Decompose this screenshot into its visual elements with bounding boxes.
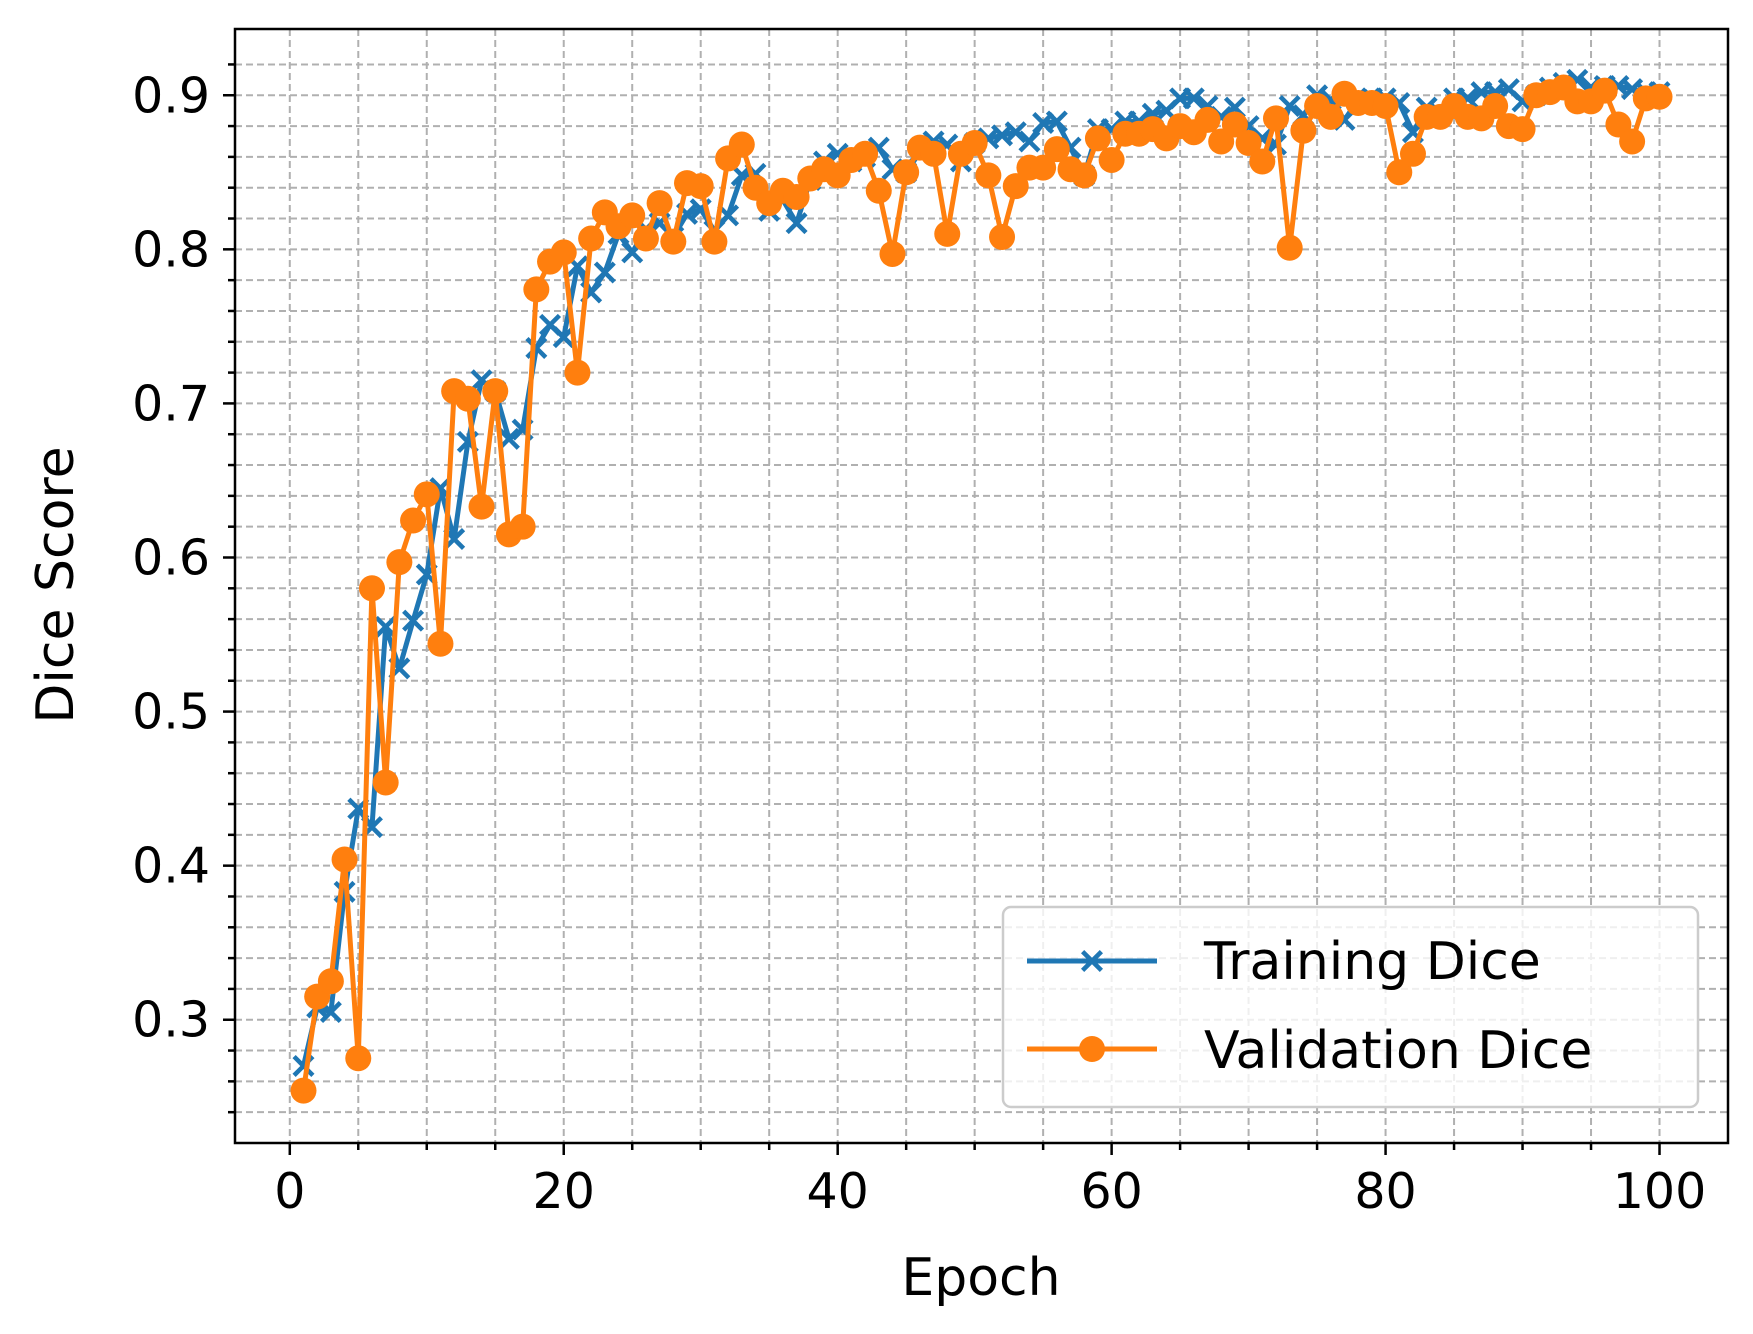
- data-point: [660, 228, 687, 255]
- data-point: [290, 1077, 317, 1104]
- data-point: [920, 140, 947, 167]
- data-point: [1591, 77, 1618, 104]
- data-point: [1071, 162, 1098, 189]
- y-tick-label: 0.3: [132, 992, 210, 1049]
- data-point: [961, 130, 988, 157]
- data-point: [374, 615, 397, 638]
- plot-frame: [233, 27, 1730, 1145]
- data-point: [1221, 111, 1248, 138]
- data-point: [1386, 159, 1413, 186]
- data-point: [358, 575, 385, 602]
- data-point: [1098, 146, 1125, 173]
- data-point: [1084, 125, 1111, 152]
- x-tick-label: 20: [533, 1163, 595, 1220]
- data-point: [1182, 87, 1205, 110]
- x-tick-label: 60: [1080, 1163, 1142, 1220]
- y-tick-label: 0.5: [132, 684, 210, 741]
- data-point: [1482, 93, 1509, 120]
- series-layer: [290, 68, 1673, 1104]
- data-point: [1399, 140, 1426, 167]
- y-tick-label: 0.9: [132, 67, 210, 124]
- y-tick-label: 0.4: [132, 838, 210, 895]
- series-validation-dice: [290, 74, 1673, 1104]
- data-point: [1018, 130, 1041, 153]
- data-point: [468, 493, 495, 520]
- data-point: [1646, 83, 1673, 110]
- data-point: [865, 177, 892, 204]
- data-point: [317, 968, 344, 995]
- legend: Training Dice Validation Dice: [1001, 905, 1700, 1109]
- data-point: [509, 513, 536, 540]
- y-tick-label: 0.8: [132, 221, 210, 278]
- data-point: [1194, 106, 1221, 133]
- data-point: [934, 220, 961, 247]
- data-point: [552, 326, 575, 349]
- data-point: [1030, 154, 1057, 181]
- data-point: [632, 225, 659, 252]
- y-tick-label: 0.6: [132, 529, 210, 586]
- x-tick-label: 40: [806, 1163, 868, 1220]
- legend-label-training: Training Dice: [1203, 932, 1541, 992]
- y-axis-label: Dice Score: [26, 446, 86, 723]
- data-point: [550, 239, 577, 266]
- data-point: [523, 276, 550, 303]
- data-point: [372, 769, 399, 796]
- data-point: [1249, 148, 1276, 175]
- data-point: [413, 481, 440, 508]
- y-tick-label: 0.7: [132, 375, 210, 432]
- data-point: [783, 183, 810, 210]
- data-point: [1235, 130, 1262, 157]
- data-point: [331, 846, 358, 873]
- data-point: [564, 359, 591, 386]
- data-point: [578, 225, 605, 252]
- data-point: [497, 427, 520, 450]
- x-tick-label: 80: [1354, 1163, 1416, 1220]
- data-point: [400, 507, 427, 534]
- legend-box: [1001, 905, 1700, 1109]
- data-point: [879, 240, 906, 267]
- data-point: [1276, 234, 1303, 261]
- data-point: [1002, 173, 1029, 200]
- legend-marker-validation: [1079, 1036, 1105, 1062]
- data-point: [593, 261, 616, 284]
- data-point: [345, 1045, 372, 1072]
- data-point: [386, 549, 413, 576]
- data-point: [1262, 105, 1289, 132]
- data-point: [893, 159, 920, 186]
- data-point: [1045, 110, 1068, 133]
- data-point: [646, 190, 673, 217]
- data-point: [989, 224, 1016, 251]
- data-point: [619, 202, 646, 229]
- legend-marker-training: [1081, 950, 1103, 972]
- data-point: [402, 609, 425, 632]
- data-point: [1317, 103, 1344, 130]
- data-point: [717, 204, 740, 227]
- data-point: [1290, 117, 1317, 144]
- x-axis-label: Epoch: [901, 1248, 1060, 1308]
- data-point: [975, 162, 1002, 189]
- data-point: [454, 385, 481, 412]
- data-point: [1004, 121, 1027, 144]
- x-tick-label: 100: [1613, 1163, 1707, 1220]
- data-point: [482, 378, 509, 405]
- data-point: [1619, 128, 1646, 155]
- axis-ticks: 0 20 40 60 80 100 0.3 0.4 0.5 0.6 0.7 0.8 0.9: [132, 63, 1707, 1220]
- data-point: [687, 173, 714, 200]
- data-point: [728, 131, 755, 158]
- data-point: [701, 228, 728, 255]
- data-point: [785, 212, 808, 235]
- legend-label-validation: Validation Dice: [1204, 1021, 1592, 1081]
- data-point: [852, 140, 879, 167]
- data-point: [1372, 93, 1399, 120]
- data-point: [427, 630, 454, 657]
- data-point: [1509, 116, 1536, 143]
- data-point: [1043, 136, 1070, 163]
- x-tick-label: 0: [274, 1163, 305, 1220]
